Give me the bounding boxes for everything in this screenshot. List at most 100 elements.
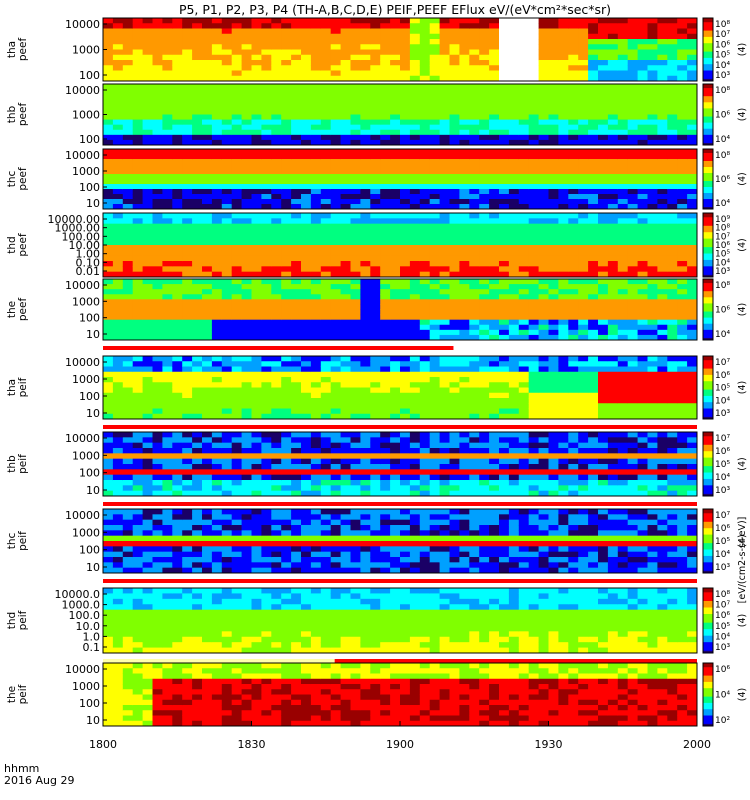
heatmap-cell — [647, 392, 658, 399]
heatmap-cell — [291, 361, 302, 367]
heatmap-cell — [291, 334, 302, 341]
colorbar-frame — [702, 355, 714, 420]
heatmap-cell — [241, 179, 252, 185]
heatmap-cell — [538, 84, 549, 90]
heatmap-cell — [578, 371, 589, 378]
heatmap-cell — [261, 84, 272, 90]
heatmap-cell — [320, 109, 332, 115]
heatmap-cell — [192, 94, 203, 100]
heatmap-cell — [271, 119, 282, 126]
heatmap-cell — [607, 139, 619, 146]
heatmap-cell — [538, 199, 549, 205]
heatmap-cell — [469, 164, 480, 170]
heatmap-cell — [449, 361, 460, 367]
heatmap-cell — [578, 319, 589, 326]
heatmap-cell — [301, 75, 312, 82]
heatmap-cell — [578, 54, 589, 61]
heatmap-cell — [211, 84, 223, 90]
heatmap-cell — [241, 469, 252, 476]
heatmap-cell — [211, 324, 223, 331]
heatmap-cell — [469, 261, 480, 267]
heatmap-cell — [578, 65, 589, 71]
heatmap-cell — [261, 329, 272, 336]
heatmap-cell — [578, 387, 589, 394]
heatmap-cell — [439, 334, 450, 341]
heatmap-cell — [578, 84, 589, 90]
heatmap-cell — [281, 18, 292, 24]
heatmap-cell — [528, 60, 540, 66]
heatmap-cell — [211, 361, 223, 367]
heatmap-cell — [241, 54, 252, 61]
heatmap-cell — [409, 149, 421, 155]
heatmap-cell — [667, 28, 678, 35]
heatmap-cell — [103, 84, 114, 90]
colorbar-segment — [703, 191, 713, 194]
heatmap-cell — [152, 234, 163, 241]
heatmap-cell — [469, 134, 480, 141]
heatmap-cell — [459, 23, 470, 29]
heatmap-cell — [558, 392, 569, 399]
colorbar-segment — [703, 104, 713, 107]
heatmap-cell — [390, 129, 401, 136]
heatmap-cell — [667, 139, 678, 146]
heatmap-cell — [122, 392, 134, 399]
heatmap-cell — [499, 398, 510, 404]
heatmap-cell — [281, 437, 292, 444]
heatmap-cell — [598, 284, 609, 290]
heatmap-cell — [489, 261, 500, 267]
heatmap-cell — [211, 134, 223, 141]
heatmap-cell — [449, 204, 460, 210]
heatmap-cell — [261, 149, 272, 155]
heatmap-cell — [617, 164, 629, 170]
heatmap-cell — [202, 23, 213, 29]
heatmap-cell — [400, 104, 411, 110]
heatmap-cell — [291, 84, 302, 90]
heatmap-cell — [261, 371, 272, 378]
heatmap-cell — [538, 309, 549, 316]
heatmap-cell — [518, 361, 530, 367]
heatmap-cell — [607, 266, 619, 273]
heatmap-cell — [499, 174, 510, 180]
heatmap-cell — [162, 99, 173, 105]
heatmap-cell — [192, 469, 203, 476]
heatmap-cell — [291, 453, 302, 460]
heatmap-cell — [400, 129, 411, 136]
heatmap-cell — [518, 289, 530, 295]
heatmap-cell — [340, 134, 351, 141]
heatmap-cell — [637, 371, 648, 378]
heatmap-cell — [320, 204, 332, 210]
heatmap-cell — [390, 453, 401, 460]
heatmap-cell — [489, 109, 500, 115]
heatmap-cell — [241, 164, 252, 170]
heatmap-cell — [598, 114, 609, 121]
heatmap-cell — [538, 139, 549, 146]
colorbar-segment — [703, 379, 713, 382]
heatmap-cell — [647, 403, 658, 409]
heatmap-cell — [182, 134, 193, 141]
heatmap-cell — [152, 442, 163, 449]
heatmap-cell — [221, 184, 233, 190]
heatmap-cell — [459, 289, 470, 295]
heatmap-cell — [627, 18, 639, 24]
heatmap-cell — [439, 99, 450, 105]
colorbar-segment — [703, 313, 713, 317]
heatmap-cell — [330, 250, 342, 257]
heatmap-cell — [330, 124, 342, 131]
heatmap-cell — [132, 184, 144, 190]
heatmap-cell — [508, 223, 520, 230]
heatmap-cell — [310, 458, 322, 465]
heatmap-cell — [489, 304, 500, 310]
heatmap-cell — [172, 94, 183, 100]
heatmap-cell — [489, 299, 500, 305]
heatmap-cell — [301, 255, 312, 262]
heatmap-cell — [310, 169, 322, 175]
heatmap-cell — [301, 366, 312, 373]
heatmap-cell — [241, 442, 252, 449]
heatmap-cell — [479, 134, 490, 141]
heatmap-cell — [320, 485, 332, 492]
heatmap-cell — [251, 453, 262, 460]
heatmap-cell — [617, 261, 629, 267]
heatmap-cell — [687, 304, 698, 310]
heatmap-cell — [677, 229, 688, 235]
heatmap-cell — [598, 184, 609, 190]
